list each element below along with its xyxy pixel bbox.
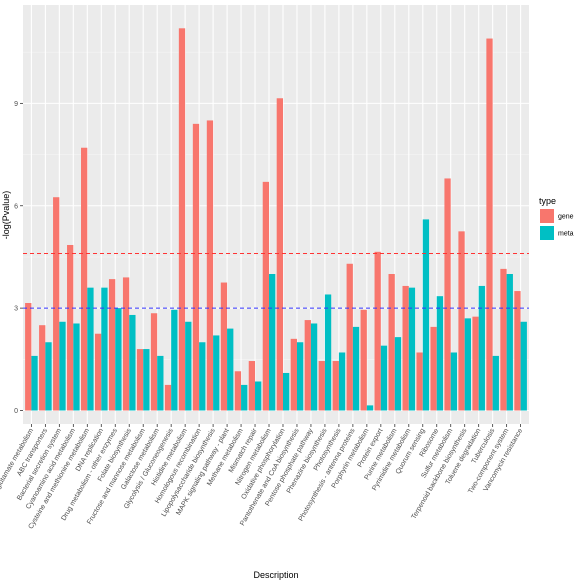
bar-gene-2 <box>53 197 60 411</box>
bar-gene-30 <box>444 178 451 411</box>
y-tick-label: 6 <box>14 203 18 210</box>
bar-gene-12 <box>192 123 200 411</box>
bar-gene-27 <box>402 285 409 411</box>
bar-gene-22 <box>332 361 339 411</box>
bar-meta-35 <box>520 321 527 411</box>
legend-key-meta <box>540 226 554 240</box>
bar-gene-16 <box>248 361 256 411</box>
bar-gene-14 <box>220 282 228 411</box>
bar-gene-26 <box>388 274 395 411</box>
bar-gene-4 <box>81 147 88 411</box>
bar-meta-23 <box>352 326 360 411</box>
bar-meta-13 <box>213 335 220 411</box>
bar-gene-29 <box>430 326 437 411</box>
bar-gene-21 <box>318 361 325 411</box>
bar-gene-11 <box>178 28 186 411</box>
bar-gene-33 <box>486 38 493 411</box>
bar-meta-32 <box>478 285 485 411</box>
legend-title: type <box>539 196 556 206</box>
bar-meta-30 <box>450 352 458 411</box>
bar-meta-11 <box>185 321 192 411</box>
bar-meta-31 <box>464 318 471 411</box>
y-tick-label: 9 <box>14 101 18 108</box>
legend-label-gene: gene <box>558 214 574 221</box>
x-axis: Alanine, aspartate and glutamate metabol… <box>0 424 524 553</box>
bar-gene-19 <box>290 338 297 411</box>
bar-meta-7 <box>129 314 136 411</box>
bar-meta-33 <box>492 355 499 411</box>
bar-gene-32 <box>472 316 479 411</box>
y-tick-label: 0 <box>14 408 18 415</box>
legend: type gene meta <box>539 196 574 240</box>
bar-gene-10 <box>164 384 172 411</box>
bar-gene-0 <box>25 303 32 411</box>
bar-meta-16 <box>255 381 262 411</box>
bar-meta-4 <box>87 287 94 411</box>
legend-label-meta: meta <box>558 231 574 238</box>
bar-gene-28 <box>416 352 423 411</box>
bars <box>25 28 527 411</box>
bar-meta-5 <box>101 287 108 411</box>
bar-meta-1 <box>45 342 52 411</box>
bar-meta-14 <box>227 328 234 411</box>
bar-gene-17 <box>262 181 270 411</box>
bar-meta-19 <box>296 342 304 411</box>
y-axis: 0 3 6 9 <box>14 101 23 415</box>
bar-gene-3 <box>67 244 74 411</box>
bar-meta-34 <box>506 274 513 411</box>
x-tick-label: Alanine, aspartate and glutamate metabol… <box>0 427 35 552</box>
bar-meta-0 <box>31 355 38 411</box>
bar-meta-29 <box>436 296 444 411</box>
bar-meta-24 <box>366 405 374 411</box>
bar-gene-15 <box>234 371 242 411</box>
bar-meta-25 <box>380 345 388 411</box>
bar-gene-31 <box>458 231 465 411</box>
bar-meta-3 <box>73 323 80 411</box>
bar-meta-15 <box>241 384 248 411</box>
bar-meta-18 <box>282 372 290 411</box>
bar-meta-27 <box>408 287 416 411</box>
bar-meta-10 <box>171 309 178 411</box>
bar-gene-5 <box>94 333 102 411</box>
bar-meta-20 <box>310 323 318 411</box>
bar-gene-25 <box>374 251 381 411</box>
bar-gene-34 <box>500 268 507 411</box>
bar-gene-8 <box>136 349 144 411</box>
bar-gene-6 <box>108 279 116 411</box>
bar-gene-20 <box>304 320 311 411</box>
bar-gene-1 <box>39 325 46 411</box>
bar-gene-24 <box>360 309 367 411</box>
legend-key-gene <box>540 209 554 223</box>
bar-gene-9 <box>150 313 158 411</box>
x-axis-title: Description <box>253 570 298 580</box>
y-tick-label: 3 <box>14 306 18 313</box>
bar-meta-17 <box>269 274 276 411</box>
bar-gene-7 <box>122 277 130 411</box>
bar-gene-35 <box>514 291 521 411</box>
bar-gene-13 <box>206 120 214 411</box>
bar-meta-2 <box>59 321 66 411</box>
bar-meta-21 <box>324 294 332 411</box>
bar-gene-23 <box>346 263 353 411</box>
bar-meta-22 <box>338 352 346 411</box>
bar-meta-9 <box>157 355 164 411</box>
y-axis-title: -log(Pvalue) <box>1 191 11 240</box>
reference-lines <box>23 253 529 309</box>
bar-meta-6 <box>115 308 122 411</box>
bar-meta-28 <box>422 219 430 411</box>
bar-meta-12 <box>199 342 206 411</box>
bar-meta-26 <box>394 337 402 411</box>
bar-meta-8 <box>143 349 150 411</box>
bar-gene-18 <box>276 98 283 411</box>
